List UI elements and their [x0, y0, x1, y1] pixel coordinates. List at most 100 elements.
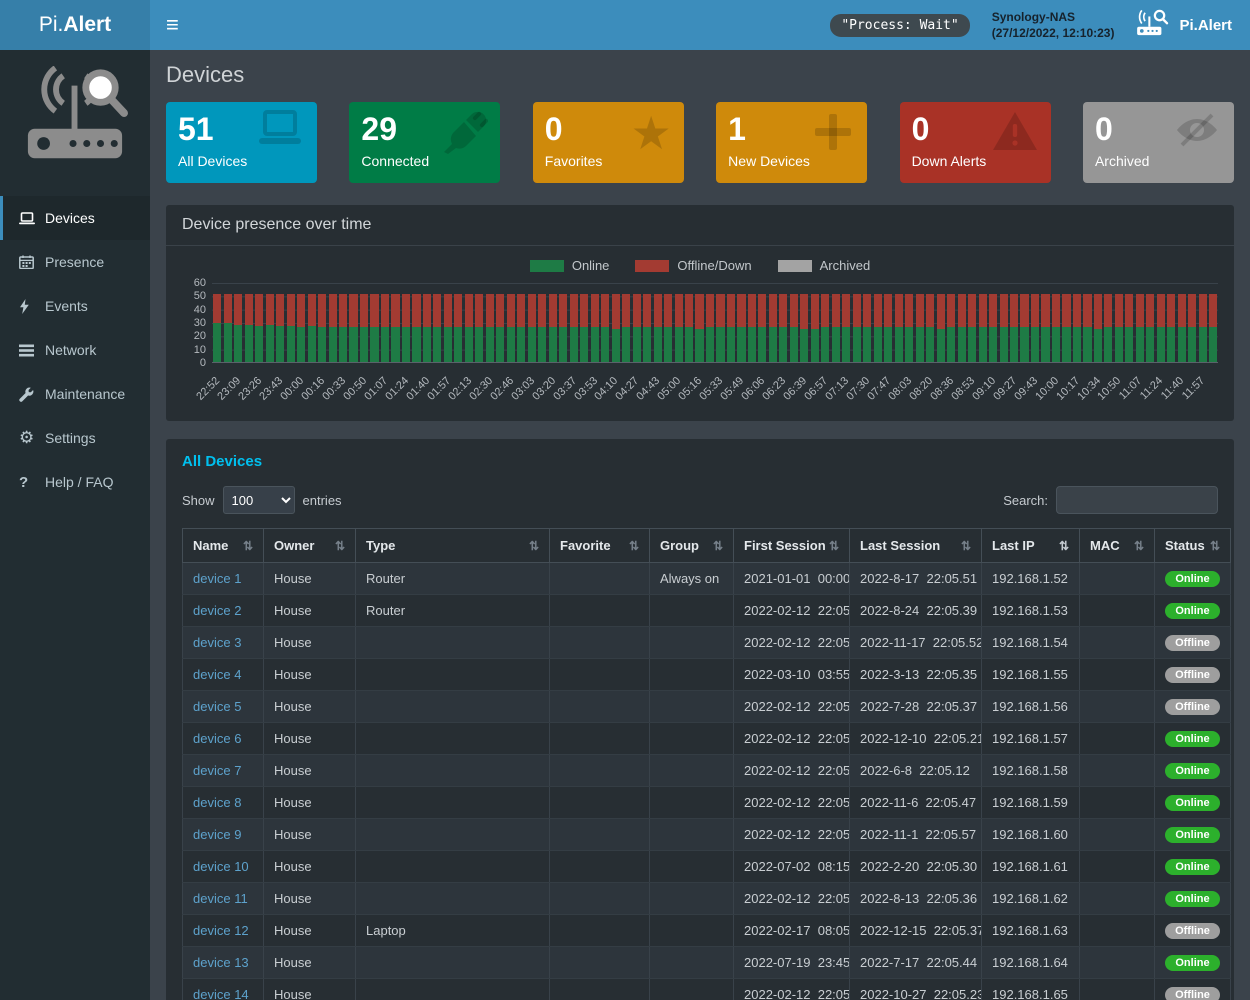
table-cell: 2022-02-12 22:05 — [733, 594, 850, 627]
column-header-name[interactable]: Name ⇅ — [182, 528, 264, 563]
table-row: device 3 House 2022-02-12 22:05 2022-11-17 … — [182, 626, 1231, 659]
chart-bar — [684, 294, 694, 362]
device-link[interactable]: device 13 — [193, 955, 249, 970]
card-archived[interactable]: 0 Archived — [1082, 102, 1234, 183]
table-cell — [549, 594, 650, 627]
table-cell — [649, 946, 734, 979]
legend-item-archived[interactable]: Archived — [777, 258, 870, 273]
column-header-last-session[interactable]: Last Session ⇅ — [849, 528, 982, 563]
search-input[interactable] — [1056, 486, 1218, 514]
page-length-select[interactable]: 100 — [222, 486, 295, 514]
chart-bar — [1209, 294, 1218, 362]
sidebar-toggle-icon[interactable]: ≡ — [166, 12, 179, 37]
device-link[interactable]: device 8 — [193, 795, 242, 810]
column-header-status[interactable]: Status ⇅ — [1154, 528, 1231, 563]
table-cell: 192.168.1.61 — [981, 850, 1080, 883]
device-link[interactable]: device 6 — [193, 731, 242, 746]
legend-item-online[interactable]: Online — [529, 258, 609, 273]
chart-bar — [999, 294, 1008, 362]
card-label: New Devices — [728, 153, 810, 170]
chart-bar — [936, 294, 945, 362]
sidebar-item-help[interactable]: ? Help / FAQ — [0, 460, 150, 504]
column-header-first-session[interactable]: First Session ⇅ — [733, 528, 850, 563]
sidebar-item-network[interactable]: Network — [0, 328, 150, 372]
top-header-bar: Pi. Alert ≡ "Process: Wait" Synology-NAS … — [0, 0, 1250, 50]
sidebar-item-events[interactable]: Events — [0, 284, 150, 328]
device-link[interactable]: device 2 — [193, 603, 242, 618]
card-new-devices[interactable]: 1 New Devices — [716, 102, 868, 183]
chart-bar — [1083, 294, 1092, 362]
chart-bar — [632, 294, 641, 362]
device-link[interactable]: device 11 — [193, 891, 248, 906]
y-tick-label: 20 — [193, 330, 206, 343]
sidebar-item-devices[interactable]: Devices — [0, 196, 150, 240]
chart-title: Device presence over time — [166, 205, 1234, 246]
table-cell: 2022-6-8 22:05.12 — [849, 754, 982, 787]
chart-bar — [1167, 294, 1176, 362]
topbar-brand: Pi.Alert — [1136, 9, 1232, 41]
chart-bar — [842, 294, 851, 362]
column-header-type[interactable]: Type ⇅ — [355, 528, 550, 563]
chart-bar — [779, 294, 788, 362]
chart-bar — [768, 294, 777, 362]
device-link[interactable]: device 9 — [193, 827, 242, 842]
chart-bar — [464, 294, 473, 362]
sidebar-item-settings[interactable]: ⚙ Settings — [0, 416, 150, 460]
table-cell — [649, 594, 734, 627]
chart-bar — [926, 294, 935, 362]
card-connected[interactable]: 29 Connected — [349, 102, 501, 183]
status-cell: Online — [1154, 722, 1231, 755]
column-header-favorite[interactable]: Favorite ⇅ — [549, 528, 650, 563]
card-all-devices[interactable]: 51 All Devices — [166, 102, 317, 183]
card-favorites[interactable]: 0 ★ Favorites — [532, 102, 684, 183]
table-row: device 4 House 2022-03-10 03:55 2022-3-13 2… — [182, 658, 1231, 691]
chart-bar — [989, 294, 998, 362]
device-name-cell: device 3 — [182, 626, 264, 659]
sidebar-item-label: Network — [45, 342, 97, 358]
device-link[interactable]: device 7 — [193, 763, 242, 778]
table-cell — [1079, 914, 1155, 947]
chart-bar — [1062, 294, 1071, 362]
status-cell: Online — [1154, 850, 1231, 883]
card-value: 29 — [361, 111, 397, 147]
table-row: device 7 House 2022-02-12 22:05 2022-6-8 22… — [182, 754, 1231, 787]
app-logo-text[interactable]: Pi. Alert — [0, 0, 150, 50]
table-cell: House — [263, 658, 356, 691]
sort-icon: ⇅ — [1209, 538, 1220, 553]
device-link[interactable]: device 5 — [193, 699, 242, 714]
table-cell: 2022-10-27 22:05.23 — [849, 978, 982, 1000]
column-header-last-ip[interactable]: Last IP ⇅ — [981, 528, 1080, 563]
device-name-cell: device 7 — [182, 754, 264, 787]
device-name-cell: device 14 — [182, 978, 264, 1000]
column-label: MAC — [1090, 538, 1120, 553]
chart-bar — [517, 294, 526, 362]
column-label: Owner — [274, 538, 315, 553]
device-link[interactable]: device 4 — [193, 667, 242, 682]
device-link[interactable]: device 3 — [193, 635, 242, 650]
device-link[interactable]: device 14 — [193, 987, 249, 1000]
table-head: Name ⇅ Owner ⇅ Type ⇅ Favorite ⇅ Group ⇅ First Ses… — [182, 528, 1231, 563]
sidebar-item-maintenance[interactable]: Maintenance — [0, 372, 150, 416]
chart-bar — [611, 294, 620, 362]
column-header-owner[interactable]: Owner ⇅ — [263, 528, 356, 563]
legend-item-offline-down[interactable]: Offline/Down — [635, 258, 752, 273]
nas-timestamp: (27/12/2022, 12:10:23) — [991, 26, 1115, 40]
column-label: Type — [366, 538, 396, 553]
device-link[interactable]: device 1 — [193, 571, 242, 586]
column-header-mac[interactable]: MAC ⇅ — [1079, 528, 1155, 563]
table-cell: 2022-11-17 22:05.52 — [849, 626, 982, 659]
status-badge: Online — [1165, 827, 1220, 843]
table-cell — [649, 914, 734, 947]
table-row: device 14 House 2022-02-12 22:05 2022-10-27… — [182, 978, 1231, 1000]
status-badge: Offline — [1165, 667, 1220, 683]
device-link[interactable]: device 12 — [193, 923, 249, 938]
device-link[interactable]: device 10 — [193, 859, 249, 874]
card-down-alerts[interactable]: 0 Down Alerts — [899, 102, 1051, 183]
sidebar-item-presence[interactable]: Presence — [0, 240, 150, 284]
table-cell — [649, 850, 734, 883]
column-header-group[interactable]: Group ⇅ — [649, 528, 734, 563]
legend-swatch — [635, 259, 670, 272]
status-cell: Online — [1154, 562, 1231, 595]
chart-bar — [705, 294, 715, 362]
chart-bar — [831, 294, 840, 362]
